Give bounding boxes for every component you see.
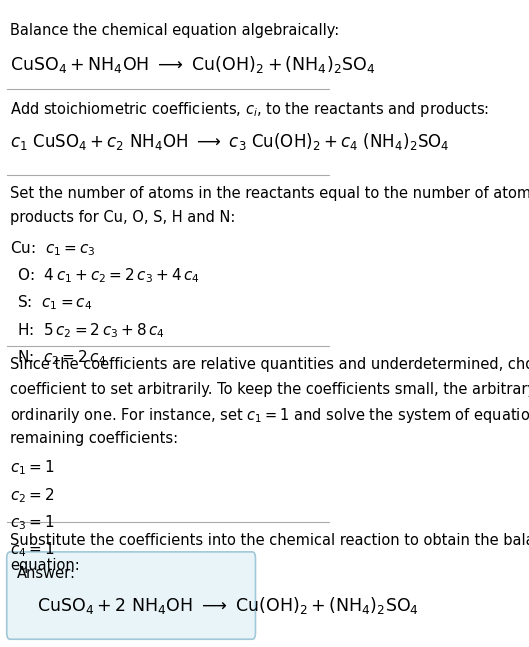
Text: Set the number of atoms in the reactants equal to the number of atoms in the: Set the number of atoms in the reactants… (10, 186, 529, 201)
Text: $c_1\ \mathrm{CuSO_4} + c_2\ \mathrm{NH_4OH} \ \longrightarrow \ c_3\ \mathrm{Cu: $c_1\ \mathrm{CuSO_4} + c_2\ \mathrm{NH_… (10, 131, 450, 152)
Text: ordinarily one. For instance, set $c_1 = 1$ and solve the system of equations fo: ordinarily one. For instance, set $c_1 =… (10, 406, 529, 425)
Text: N:  $c_2 = 2\,c_4$: N: $c_2 = 2\,c_4$ (17, 348, 106, 367)
FancyBboxPatch shape (7, 552, 256, 639)
Text: Answer:: Answer: (17, 566, 76, 581)
Text: equation:: equation: (10, 558, 80, 573)
Text: Since the coefficients are relative quantities and underdetermined, choose a: Since the coefficients are relative quan… (10, 357, 529, 372)
Text: Substitute the coefficients into the chemical reaction to obtain the balanced: Substitute the coefficients into the che… (10, 533, 529, 548)
Text: $\mathrm{CuSO_4 + NH_4OH \ \longrightarrow \ Cu(OH)_2 + (NH_4)_2SO_4}$: $\mathrm{CuSO_4 + NH_4OH \ \longrightarr… (10, 54, 376, 74)
Text: H:  $5\,c_2 = 2\,c_3 + 8\,c_4$: H: $5\,c_2 = 2\,c_3 + 8\,c_4$ (17, 321, 165, 340)
Text: $c_1 = 1$: $c_1 = 1$ (10, 459, 54, 477)
Text: $c_3 = 1$: $c_3 = 1$ (10, 513, 54, 532)
Text: $\mathrm{CuSO_4 + 2\ NH_4OH \ \longrightarrow \ Cu(OH)_2 + (NH_4)_2SO_4}$: $\mathrm{CuSO_4 + 2\ NH_4OH \ \longright… (37, 595, 419, 617)
Text: Cu:  $c_1 = c_3$: Cu: $c_1 = c_3$ (10, 239, 96, 258)
Text: Add stoichiometric coefficients, $c_i$, to the reactants and products:: Add stoichiometric coefficients, $c_i$, … (10, 100, 489, 119)
Text: remaining coefficients:: remaining coefficients: (10, 431, 178, 446)
Text: products for Cu, O, S, H and N:: products for Cu, O, S, H and N: (10, 210, 235, 225)
Text: $c_2 = 2$: $c_2 = 2$ (10, 486, 54, 505)
Text: S:  $c_1 = c_4$: S: $c_1 = c_4$ (17, 294, 92, 313)
Text: Balance the chemical equation algebraically:: Balance the chemical equation algebraica… (10, 23, 339, 38)
Text: O:  $4\,c_1 + c_2 = 2\,c_3 + 4\,c_4$: O: $4\,c_1 + c_2 = 2\,c_3 + 4\,c_4$ (17, 267, 200, 285)
Text: $c_4 = 1$: $c_4 = 1$ (10, 540, 54, 559)
Text: coefficient to set arbitrarily. To keep the coefficients small, the arbitrary va: coefficient to set arbitrarily. To keep … (10, 382, 529, 397)
